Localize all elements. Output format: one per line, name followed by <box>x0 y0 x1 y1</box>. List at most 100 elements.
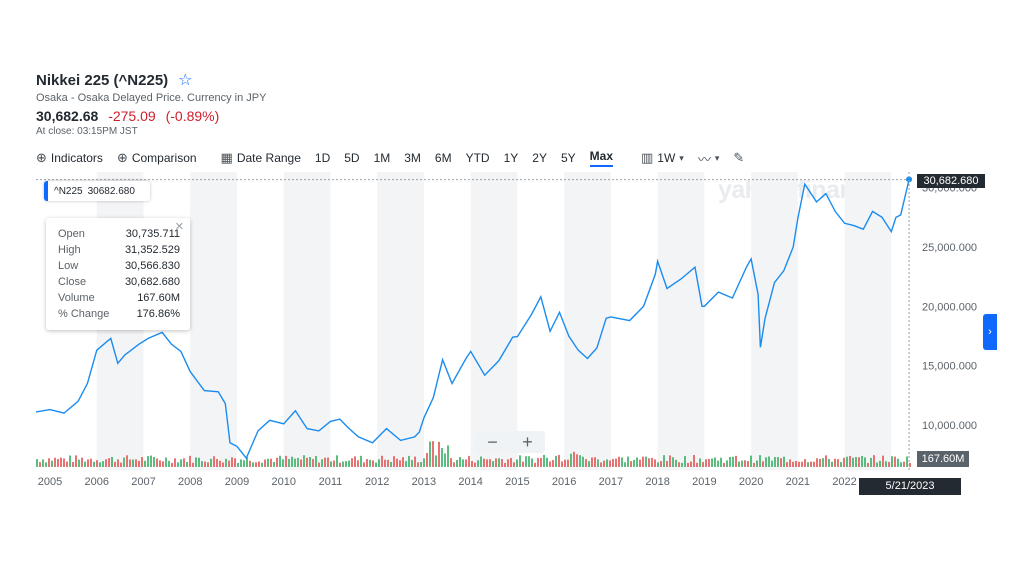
volume-bar <box>192 462 194 467</box>
volume-bar <box>606 459 608 467</box>
volume-bar <box>894 456 896 467</box>
x-tick-label: 2012 <box>365 476 389 488</box>
volume-bar <box>600 462 602 467</box>
volume-bar <box>699 458 701 467</box>
volume-bar <box>765 457 767 467</box>
last-volume-label: 167.60M <box>917 451 969 467</box>
volume-bar <box>438 441 440 467</box>
volume-bar <box>93 461 95 467</box>
volume-bar <box>591 457 593 467</box>
range-5d[interactable]: 5D <box>344 151 360 165</box>
year-band <box>190 172 237 470</box>
volume-bar <box>150 455 152 467</box>
volume-bar <box>750 455 752 467</box>
volume-bar <box>864 457 866 467</box>
volume-bar <box>588 461 590 467</box>
volume-bar <box>153 457 155 467</box>
comparison-button[interactable]: ⊕ Comparison <box>117 150 197 166</box>
indicators-button[interactable]: ⊕ Indicators <box>36 150 103 166</box>
volume-bar <box>135 459 137 467</box>
volume-bar <box>198 457 200 467</box>
volume-bar <box>36 459 38 467</box>
volume-bar <box>756 460 758 467</box>
y-tick-label: 15,000.000 <box>922 361 977 373</box>
interval-select[interactable]: ▥ 1W ▾ <box>641 150 684 166</box>
volume-bar <box>243 460 245 467</box>
volume-bar <box>510 458 512 467</box>
range-3m[interactable]: 3M <box>404 151 421 165</box>
volume-bar <box>849 456 851 467</box>
volume-bar <box>213 456 215 467</box>
exchange-info: Osaka - Osaka Delayed Price. Currency in… <box>36 92 267 104</box>
volume-bar <box>540 457 542 467</box>
volume-bar <box>75 455 77 467</box>
volume-bar <box>411 459 413 467</box>
watchlist-star-icon[interactable]: ☆ <box>178 71 193 89</box>
volume-bar <box>822 458 824 467</box>
volume-bar <box>375 462 377 467</box>
volume-bar <box>102 461 104 467</box>
volume-bar <box>312 458 314 467</box>
draw-button[interactable]: ✎ <box>733 150 744 166</box>
volume-bar <box>309 456 311 467</box>
volume-bar <box>552 460 554 467</box>
volume-bar <box>702 462 704 467</box>
tooltip-row: Open 30,735.711 <box>46 226 190 242</box>
volume-bar <box>783 456 785 467</box>
volume-bar <box>132 459 134 467</box>
volume-bar <box>57 459 59 467</box>
volume-bar <box>249 460 251 467</box>
tooltip-value: 31,352.529 <box>124 244 180 256</box>
volume-bar <box>732 456 734 467</box>
x-tick-label: 2022 <box>832 476 856 488</box>
volume-bar <box>450 458 452 467</box>
volume-bar <box>792 461 794 467</box>
volume-bar <box>564 459 566 467</box>
y-tick-label: 25,000.000 <box>922 242 977 254</box>
volume-bar <box>99 462 101 467</box>
volume-bar <box>663 455 665 467</box>
range-ytd[interactable]: YTD <box>465 151 490 165</box>
volume-bar <box>87 459 89 467</box>
tooltip-value: 30,566.830 <box>124 260 180 272</box>
volume-bar <box>390 461 392 467</box>
range-1y[interactable]: 1Y <box>503 151 519 165</box>
range-6m[interactable]: 6M <box>434 151 452 165</box>
volume-bar <box>642 456 644 467</box>
zoom-in-button[interactable]: + <box>522 431 533 452</box>
volume-bar <box>315 455 317 467</box>
zoom-out-button[interactable]: − <box>487 431 498 452</box>
volume-bar <box>576 454 578 467</box>
volume-bar <box>159 460 161 467</box>
range-max[interactable]: Max <box>589 149 613 167</box>
volume-bar <box>339 462 341 467</box>
chevron-down-icon: ▾ <box>714 152 720 163</box>
volume-bar <box>603 460 605 467</box>
range-1d[interactable]: 1D <box>314 151 331 165</box>
volume-bar <box>222 462 224 467</box>
volume-bar <box>285 455 287 467</box>
volume-bar <box>648 458 650 467</box>
volume-bar <box>201 461 203 467</box>
volume-bar <box>108 458 110 467</box>
volume-bar <box>582 456 584 467</box>
volume-bar <box>879 460 881 467</box>
range-1m[interactable]: 1M <box>373 151 391 165</box>
volume-bar <box>48 458 50 467</box>
expand-panel-chevron-icon[interactable]: › <box>983 314 997 350</box>
close-icon[interactable]: ✕ <box>174 221 184 233</box>
volume-bar <box>39 462 41 467</box>
volume-bar <box>759 455 761 467</box>
volume-bar <box>651 457 653 467</box>
volume-bar <box>873 455 875 467</box>
x-tick-label: 2017 <box>599 476 623 488</box>
range-5y[interactable]: 5Y <box>560 151 576 165</box>
chart-type-select[interactable]: 〰 ▾ <box>698 149 720 168</box>
x-tick-label: 2006 <box>85 476 109 488</box>
tooltip-value: 176.86% <box>136 308 180 320</box>
x-tick-label: 2015 <box>505 476 529 488</box>
volume-bar <box>876 462 878 467</box>
date-range-button[interactable]: ▦ Date Range <box>221 150 301 166</box>
range-2y[interactable]: 2Y <box>532 151 547 165</box>
volume-bar <box>336 455 338 467</box>
